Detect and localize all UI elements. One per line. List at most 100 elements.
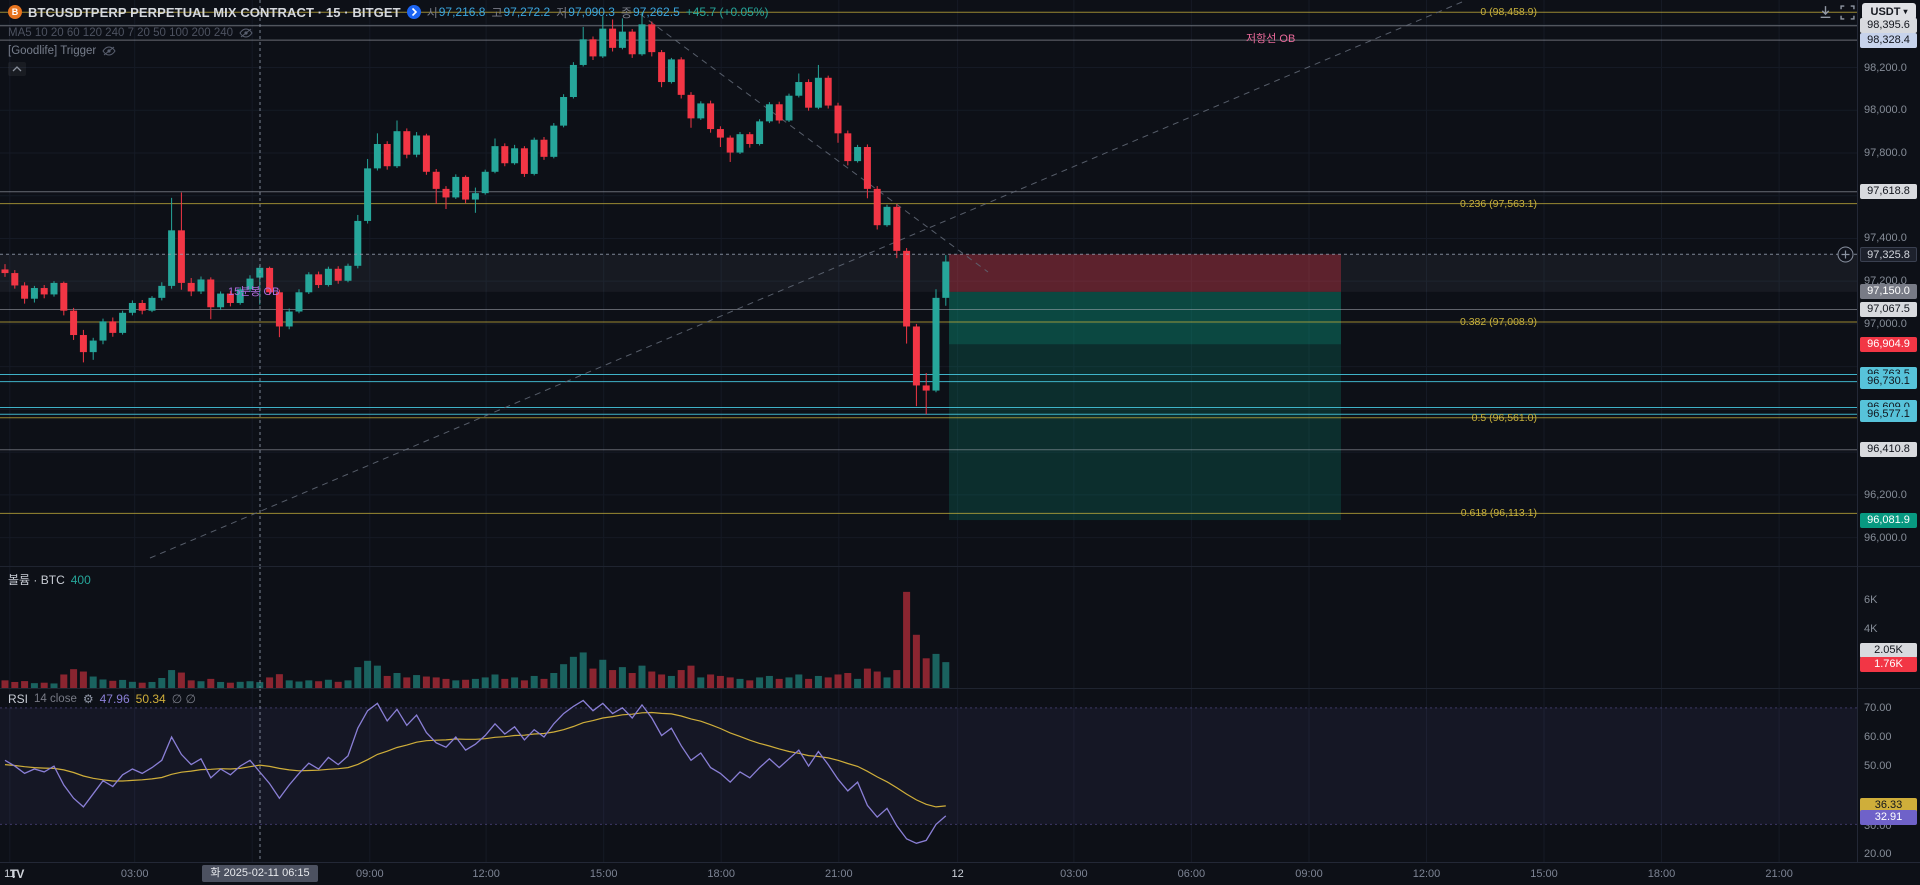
add-order-plus-button[interactable] [1837,246,1854,263]
position-zone [949,254,1341,292]
candle-body [364,168,372,221]
volume-bar [579,652,587,688]
volume-pane-canvas[interactable] [0,566,1857,688]
fullscreen-button[interactable] [1840,5,1855,20]
volume-bar [471,678,479,688]
volume-bar [70,669,78,688]
time-tick: 12:00 [472,868,500,880]
candle-body [736,134,744,153]
axis-price-badge: 98,395.6 [1860,18,1917,34]
volume-bar [344,680,352,688]
candle-body [618,31,626,48]
price-scale[interactable]: 98,200.0 98,000.0 97,800.0 97,400.0 97,200.0… [1857,0,1920,862]
volume-bar [677,670,685,688]
exchange-logo-icon [406,5,421,19]
volume-bar [511,677,519,688]
currency-selector-button[interactable]: USDT ▾ [1862,3,1916,20]
axis-tick: 96,200.0 [1864,488,1907,501]
candle-body [128,302,136,313]
ma-ribbon-label[interactable]: MA5 10 20 60 120 240 7 20 50 100 200 240 [8,27,234,39]
time-tick: 12 [951,868,964,880]
rsi-params: 14 close [34,693,77,705]
candle-body [393,131,401,167]
gear-icon[interactable]: ⚙ [82,692,94,706]
ohlc-close: 종 97,262.5 [620,5,680,20]
orderblock-label[interactable]: 15분봉 OB [228,286,280,298]
candle-body [501,146,509,164]
currency-label: USDT [1870,5,1901,18]
volume-bar [168,670,176,688]
pane-divider[interactable] [0,566,1920,567]
price-pane-canvas[interactable] [0,0,1857,566]
download-button[interactable] [1818,5,1833,20]
pane-divider[interactable] [0,688,1920,689]
candle-body [912,326,920,386]
volume-bar [21,681,29,688]
time-scale[interactable]: TV 11 03:00 06:00 09:00 12:00 15:00 18:00 21:00… [0,862,1920,885]
volume-bar [119,679,127,688]
candle-body [471,193,479,200]
candle-body [324,268,332,286]
candle-body [834,105,842,134]
candle-body [99,321,107,341]
candle-body [579,39,587,65]
candle-body [383,144,391,167]
volume-bar [560,664,568,688]
volume-bar [266,677,274,688]
volume-bar [403,677,411,688]
ohlc-high: 고 97,272.2 [491,5,551,20]
eye-off-icon[interactable] [102,46,116,56]
candle-body [168,230,176,286]
volume-bar [177,672,185,688]
volume-bar [226,682,234,688]
volume-bar [805,678,813,688]
volume-bar [432,677,440,688]
volume-bar [667,675,675,688]
volume-bar [873,671,881,688]
volume-bar [246,681,254,688]
fib-level-label: 0.618 (96,113.1) [1460,507,1537,520]
volume-bar [256,682,264,688]
candle-body [285,311,293,327]
candle-body [599,28,607,57]
candle-body [109,321,117,333]
candle-body [687,94,695,119]
resistance-label[interactable]: 저항선 OB [1246,33,1296,45]
time-tick: 18:00 [707,868,735,880]
rsi-legend-row: RSI 14 close ⚙ 47.96 50.34 ∅ ∅ [8,692,196,706]
rsi-pane-canvas[interactable] [0,688,1857,862]
volume-bar [30,683,38,688]
volume-title[interactable]: 볼륨 · BTC [8,573,65,587]
axis-price-badge: 36.33 [1860,797,1917,813]
axis-tick: 96,000.0 [1864,531,1907,544]
volume-bar [912,634,920,688]
candle-body [373,144,381,169]
volume-bar [530,675,538,688]
trigger-indicator-label[interactable]: [Goodlife] Trigger [8,45,97,57]
axis-price-badge: 96,081.9 [1860,512,1917,528]
time-tick: 12:00 [1412,868,1441,880]
rsi-title[interactable]: RSI [8,692,29,706]
eye-off-icon[interactable] [239,28,253,38]
candle-body [1,269,9,274]
time-tick: 15:00 [1530,868,1558,880]
volume-bar [11,681,19,688]
candle-body [226,293,234,303]
tradingview-logo[interactable]: TV [10,867,24,881]
axis-price-badge: 2.05K [1860,642,1917,658]
legend-collapse-button[interactable] [8,62,26,76]
volume-bar [462,679,470,688]
axis-price-badge: 98,328.4 [1860,32,1917,48]
volume-bar [658,674,666,688]
candle-body [785,95,793,121]
fib-level-label: 0.5 (96,561.0) [1471,411,1537,424]
time-tick: 06:00 [1177,868,1206,880]
symbol-title[interactable]: BTCUSDTPERP PERPETUAL MIX CONTRACT · 15 … [28,4,401,20]
candle-body [11,273,19,286]
volume-bar [236,681,244,688]
axis-price-badge: 96,730.1 [1860,374,1917,390]
candle-body [844,133,852,162]
rsi-line [4,699,947,844]
volume-bar [442,678,450,688]
